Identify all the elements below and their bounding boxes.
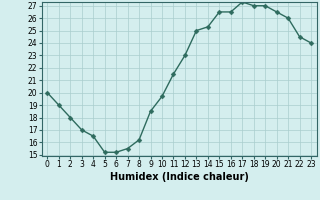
X-axis label: Humidex (Indice chaleur): Humidex (Indice chaleur) [110, 172, 249, 182]
